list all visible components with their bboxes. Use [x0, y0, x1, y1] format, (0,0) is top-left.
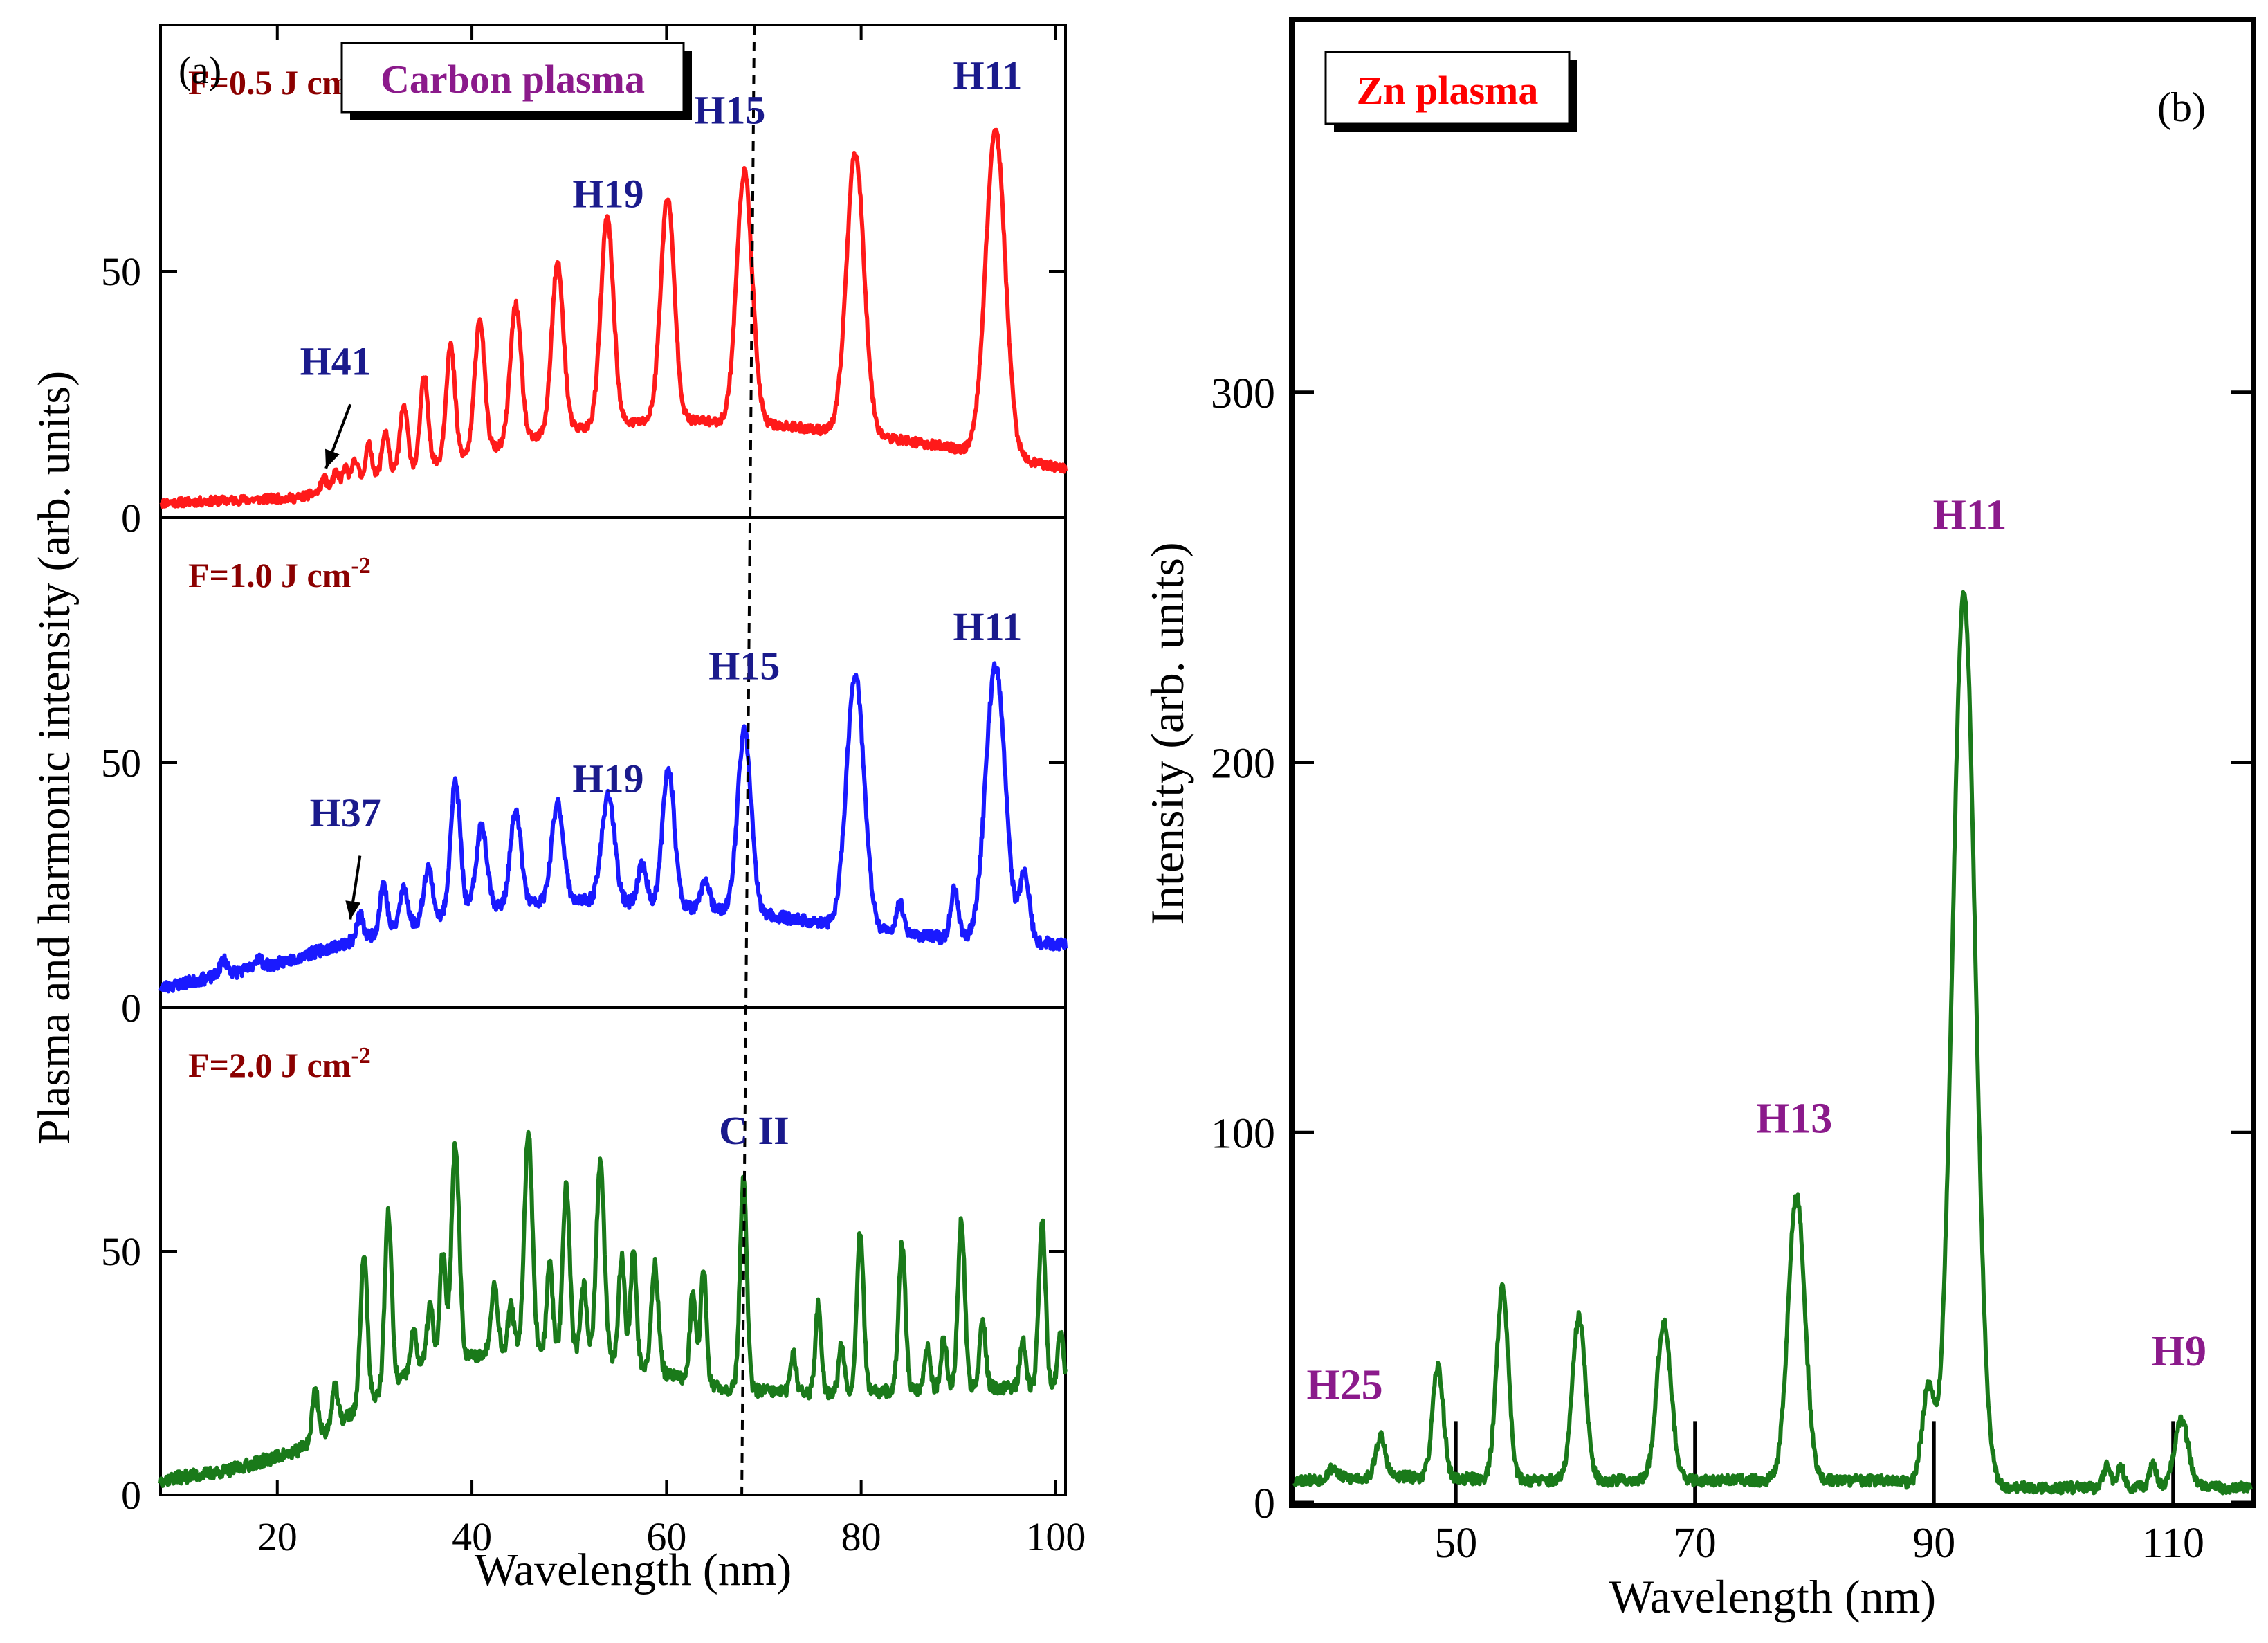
y-tick-label: 300: [1211, 370, 1275, 417]
y-tick-label: 50: [101, 249, 141, 294]
harmonic-label: H11: [953, 53, 1023, 98]
spectrum-a3: [158, 1129, 1068, 1488]
y-tick-label: 0: [121, 1473, 141, 1518]
panel-a-labels: F=0.5 J cm-2H41H19H15H11F=1.0 J cm-2H37H…: [188, 53, 1022, 1154]
harmonic-label: H11: [953, 604, 1023, 649]
x-tick-label: 40: [452, 1514, 492, 1559]
x-tick-label: 50: [1434, 1520, 1477, 1567]
harmonic-label: H19: [572, 171, 643, 216]
zn-plasma-title: Zn plasma: [1357, 68, 1539, 113]
panel-b-x-axis-label: Wavelength (nm): [1609, 1570, 1936, 1623]
spectrum-a1: [158, 127, 1068, 509]
panel-a-curves: [158, 127, 1068, 1488]
x-tick-label: 70: [1674, 1520, 1717, 1567]
harmonic-label: H41: [300, 339, 372, 384]
spectrum-zn: [1292, 590, 2253, 1496]
harmonic-label: H19: [572, 756, 643, 801]
x-tick-label: 90: [1912, 1520, 1955, 1567]
y-tick-label: 0: [121, 986, 141, 1031]
panel-b-ticks: 0 100 200 300 50 70 90 110: [1211, 370, 2251, 1567]
panel-b-y-axis-label: Intensity (arb. units): [1141, 542, 1194, 925]
panel-b-label: (b): [2157, 84, 2206, 130]
y-tick-label: 0: [1254, 1480, 1275, 1527]
arrow-head: [345, 900, 361, 920]
harmonic-label: H13: [1756, 1095, 1832, 1142]
harmonic-label: H15: [708, 644, 780, 689]
carbon-title-box: [340, 42, 685, 114]
zn-title-box: [1324, 51, 1571, 125]
panel-b-labels: H25 H13 H11 H9: [1306, 492, 2206, 1409]
y-tick-label: 200: [1211, 741, 1275, 788]
harmonic-label: H9: [2152, 1328, 2206, 1375]
arrow-head: [325, 448, 340, 469]
harmonic-label: H15: [694, 87, 765, 132]
x-tick-label: 60: [646, 1514, 686, 1559]
panel-a-label: (a): [179, 49, 221, 92]
harmonic-label: H11: [1933, 492, 2007, 539]
panel-b-curves: [1292, 590, 2253, 1496]
reference-dashed-line: [740, 24, 756, 1496]
panel-a-x-axis-label: Wavelength (nm): [475, 1545, 792, 1595]
panel-a-ticks: 20 40 60 80 100 0 50 0 50 0 50: [101, 25, 1086, 1559]
fluence-label: F=1.0 J cm-2: [188, 553, 371, 594]
y-tick-label: 0: [121, 496, 141, 541]
y-tick-label: 100: [1211, 1110, 1275, 1157]
y-tick-label: 50: [101, 1229, 141, 1274]
harmonic-label: H25: [1306, 1361, 1382, 1408]
harmonic-label: C II: [719, 1108, 789, 1153]
panel-a-y-axis-label: Plasma and harmonic intensity (arb. unit…: [29, 371, 80, 1145]
panel-b-frame: [1289, 17, 2256, 1508]
harmonic-label: H37: [310, 790, 381, 835]
panel-b: 0 100 200 300 50 70 90 110 H25 H13 H11 H9 (b) Zn p…: [1141, 17, 2256, 1623]
x-tick-label: 80: [841, 1514, 881, 1559]
spectrum-a2: [158, 661, 1068, 994]
carbon-plasma-title: Carbon plasma: [381, 57, 645, 102]
x-tick-label: 100: [1025, 1514, 1086, 1559]
y-tick-label: 50: [101, 741, 141, 786]
x-tick-label: 20: [257, 1514, 298, 1559]
x-tick-label: 110: [2141, 1520, 2204, 1567]
fluence-label: F=2.0 J cm-2: [188, 1043, 371, 1084]
panel-a-frame: [159, 24, 1067, 1496]
